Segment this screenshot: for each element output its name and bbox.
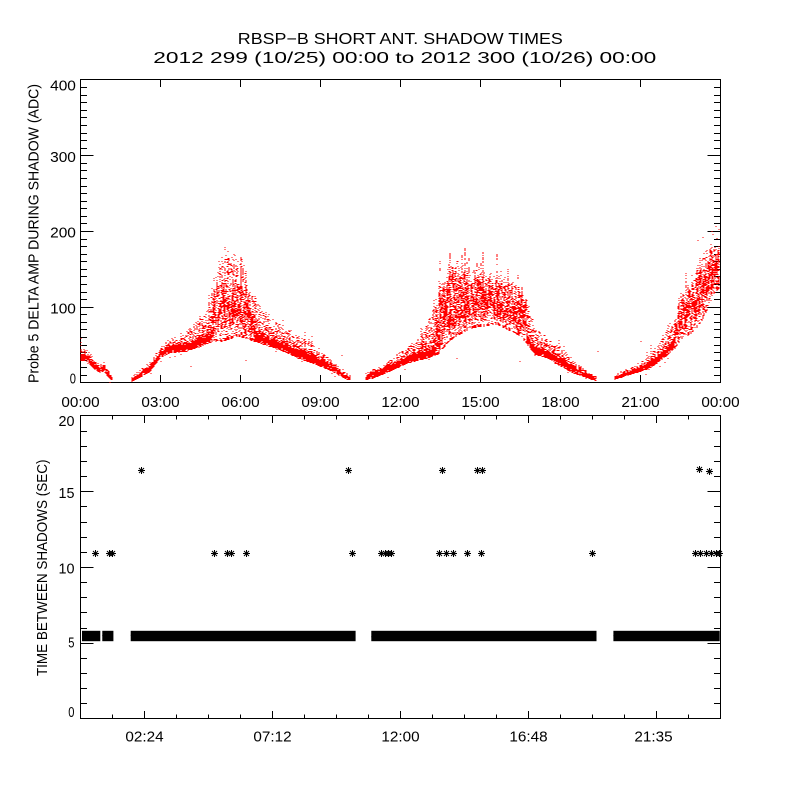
svg-text:00:00: 00:00 [61,395,99,411]
svg-text:09:00: 09:00 [301,395,339,411]
svg-text:0: 0 [70,372,76,388]
svg-text:TIME BETWEEN SHADOWS (SEC): TIME BETWEEN SHADOWS (SEC) [35,460,51,677]
svg-text:12:00: 12:00 [381,395,419,411]
svg-text:18:00: 18:00 [541,395,579,411]
svg-text:06:00: 06:00 [221,395,259,411]
svg-text:21:35: 21:35 [634,729,672,745]
svg-text:100: 100 [50,301,76,317]
svg-text:10: 10 [59,562,75,578]
svg-text:16:48: 16:48 [509,729,547,745]
svg-text:200: 200 [50,226,76,242]
svg-text:07:12: 07:12 [253,729,291,745]
svg-text:2012 299 (10/25) 00:00 to 2012: 2012 299 (10/25) 00:00 to 2012 300 (10/2… [153,50,657,67]
svg-text:15:00: 15:00 [461,395,499,411]
svg-text:21:00: 21:00 [621,395,659,411]
svg-text:00:00: 00:00 [701,395,739,411]
svg-text:300: 300 [50,150,76,166]
svg-text:03:00: 03:00 [141,395,179,411]
svg-text:0: 0 [68,705,74,721]
svg-text:5: 5 [68,635,74,651]
svg-text:20: 20 [59,414,75,430]
svg-text:RBSP−B SHORT ANT. SHADOW TIMES: RBSP−B SHORT ANT. SHADOW TIMES [238,31,563,48]
svg-text:Probe 5 DELTA AMP DURING SHADO: Probe 5 DELTA AMP DURING SHADOW (ADC) [27,84,43,383]
svg-text:02:24: 02:24 [125,729,163,745]
svg-text:400: 400 [50,79,76,95]
svg-text:12:00: 12:00 [381,729,419,745]
svg-text:15: 15 [59,486,75,502]
